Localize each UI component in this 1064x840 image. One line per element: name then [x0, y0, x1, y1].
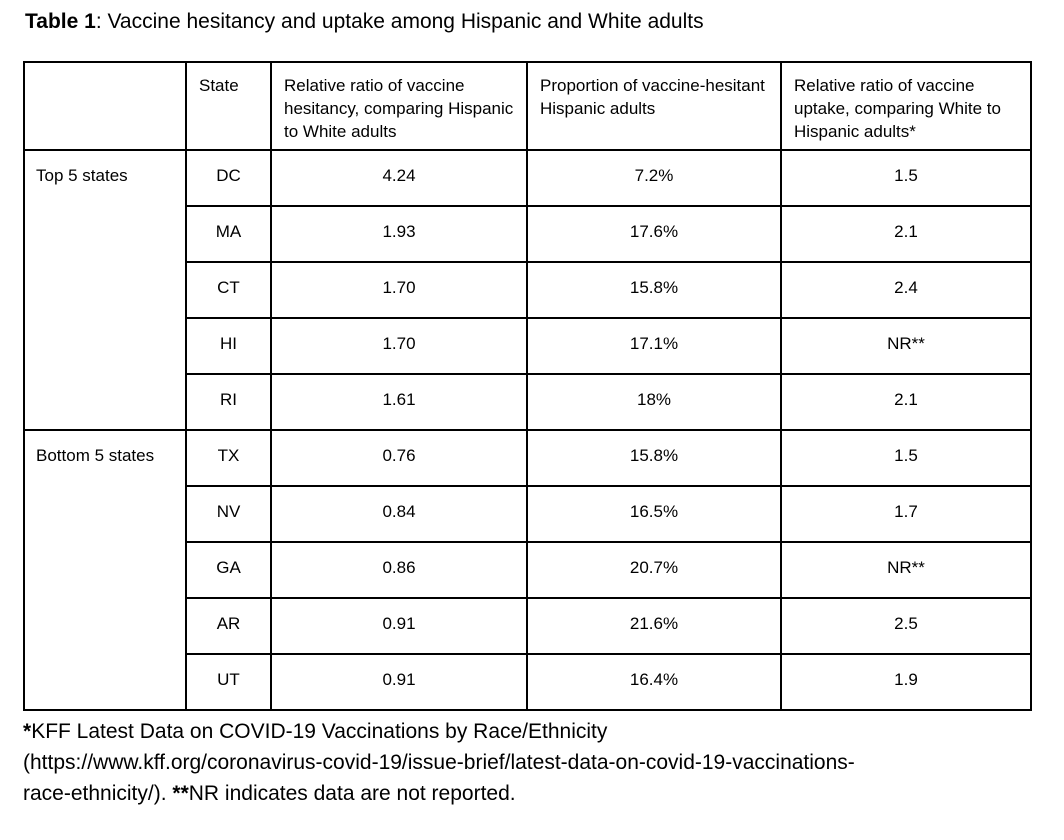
hesitant-proportion-cell: 17.6% [526, 205, 782, 263]
table-title: Table 1: Vaccine hesitancy and uptake am… [25, 8, 1044, 36]
state-cell: RI [185, 373, 272, 431]
state-cell: HI [185, 317, 272, 375]
table-row-ct: CT 1.70 15.8% 2.4 [24, 261, 1032, 319]
footnote-double-asterisk: ** [172, 782, 189, 805]
uptake-ratio-cell: 1.5 [780, 149, 1032, 207]
hesitancy-ratio-cell: 0.91 [270, 597, 528, 655]
footnote-source-text: KFF Latest Data on COVID-19 Vaccinations… [31, 720, 608, 743]
hesitant-proportion-cell: 16.5% [526, 485, 782, 543]
hesitancy-ratio-cell: 1.70 [270, 317, 528, 375]
table-title-label: Table 1 [25, 10, 96, 33]
header-cell-hesitancy-ratio: Relative ratio of vaccine hesitancy, com… [270, 61, 528, 151]
state-cell: GA [185, 541, 272, 599]
header-cell-uptake-ratio: Relative ratio of vaccine uptake, compar… [780, 61, 1032, 151]
hesitancy-ratio-cell: 0.76 [270, 429, 528, 487]
table-row-ut: UT 0.91 16.4% 1.9 [24, 653, 1032, 711]
uptake-ratio-cell: 2.1 [780, 205, 1032, 263]
hesitancy-ratio-cell: 1.93 [270, 205, 528, 263]
table-row-ma: MA 1.93 17.6% 2.1 [24, 205, 1032, 263]
footnote-line-3: race-ethnicity/). **NR indicates data ar… [23, 778, 1044, 809]
footnote-line-2: (https://www.kff.org/coronavirus-covid-1… [23, 747, 1044, 778]
group-label-bottom5: Bottom 5 states [23, 429, 187, 711]
uptake-ratio-cell: 1.9 [780, 653, 1032, 711]
table-row-hi: HI 1.70 17.1% NR** [24, 317, 1032, 375]
table-row-tx: Bottom 5 states TX 0.76 15.8% 1.5 [23, 429, 1032, 711]
state-cell: UT [185, 653, 272, 711]
table-row-ar: AR 0.91 21.6% 2.5 [24, 597, 1032, 655]
uptake-ratio-cell: NR** [780, 541, 1032, 599]
footnote-asterisk: * [23, 720, 32, 743]
uptake-ratio-cell: 1.5 [780, 429, 1032, 487]
footnote-url-text: (https://www.kff.org/coronavirus-covid-1… [23, 751, 855, 774]
hesitancy-ratio-cell: 4.24 [270, 149, 528, 207]
hesitant-proportion-cell: 17.1% [526, 317, 782, 375]
footnote-nr-text: NR indicates data are not reported. [188, 782, 516, 805]
state-cell: TX [185, 429, 272, 487]
hesitant-proportion-cell: 15.8% [526, 429, 782, 487]
uptake-ratio-cell: 1.7 [780, 485, 1032, 543]
vaccine-table: State Relative ratio of vaccine hesitanc… [23, 61, 1032, 711]
state-cell: DC [185, 149, 272, 207]
uptake-ratio-cell: 2.5 [780, 597, 1032, 655]
uptake-ratio-cell: NR** [780, 317, 1032, 375]
hesitant-proportion-cell: 18% [526, 373, 782, 431]
header-cell-hesitant-proportion: Proportion of vaccine-hesitant Hispanic … [526, 61, 782, 151]
table-title-text: : Vaccine hesitancy and uptake among His… [95, 10, 704, 33]
state-cell: MA [185, 205, 272, 263]
header-cell-group [23, 61, 187, 151]
hesitancy-ratio-cell: 0.84 [270, 485, 528, 543]
table-row-nv: NV 0.84 16.5% 1.7 [24, 485, 1032, 543]
state-cell: CT [185, 261, 272, 319]
hesitant-proportion-cell: 20.7% [526, 541, 782, 599]
footnote-line-1: *KFF Latest Data on COVID-19 Vaccination… [23, 716, 1044, 747]
hesitant-proportion-cell: 15.8% [526, 261, 782, 319]
table-row-dc: Top 5 states DC 4.24 7.2% 1.5 [23, 149, 1032, 431]
state-cell: NV [185, 485, 272, 543]
uptake-ratio-cell: 2.1 [780, 373, 1032, 431]
group-label-top5: Top 5 states [23, 149, 187, 431]
hesitant-proportion-cell: 16.4% [526, 653, 782, 711]
footnote-url-end-text: race-ethnicity/). [23, 782, 173, 805]
header-row: State Relative ratio of vaccine hesitanc… [23, 61, 1032, 151]
hesitancy-ratio-cell: 0.86 [270, 541, 528, 599]
table-row-ga: GA 0.86 20.7% NR** [24, 541, 1032, 599]
hesitancy-ratio-cell: 0.91 [270, 653, 528, 711]
table-row-ri: RI 1.61 18% 2.1 [24, 373, 1032, 431]
uptake-ratio-cell: 2.4 [780, 261, 1032, 319]
hesitant-proportion-cell: 21.6% [526, 597, 782, 655]
hesitancy-ratio-cell: 1.61 [270, 373, 528, 431]
state-cell: AR [185, 597, 272, 655]
hesitancy-ratio-cell: 1.70 [270, 261, 528, 319]
hesitant-proportion-cell: 7.2% [526, 149, 782, 207]
header-cell-state: State [185, 61, 272, 151]
table-footnote: *KFF Latest Data on COVID-19 Vaccination… [23, 716, 1044, 809]
